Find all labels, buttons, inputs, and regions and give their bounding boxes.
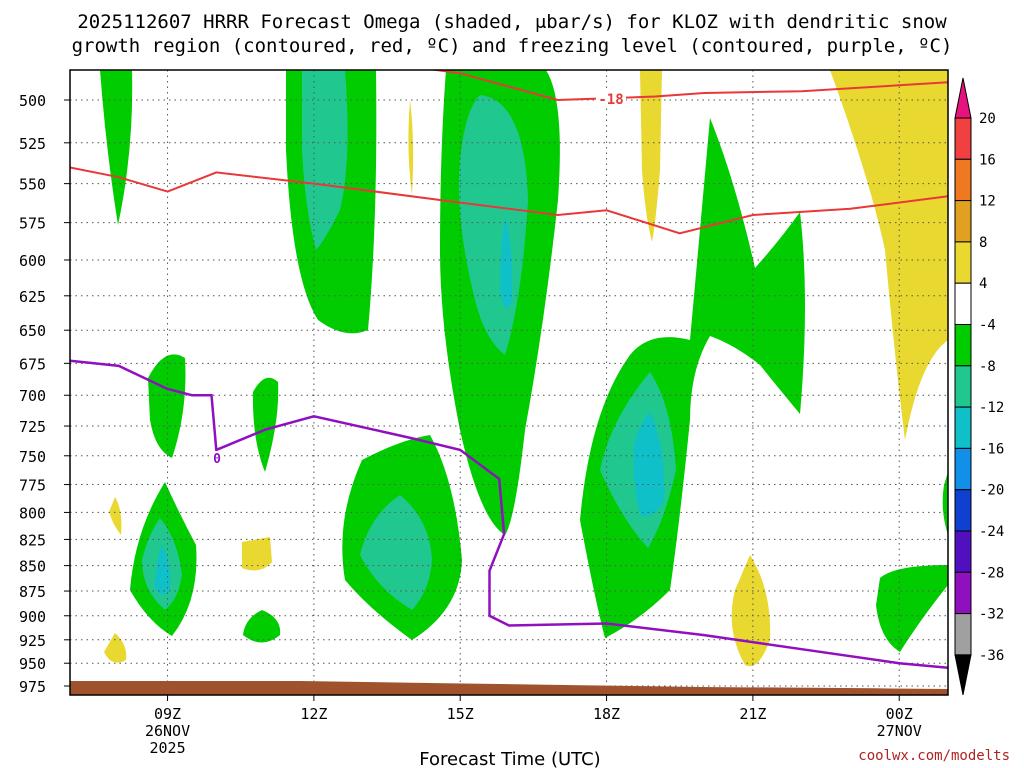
colorbar-swatch [954, 613, 972, 656]
colorbar-label: -36 [979, 648, 1004, 664]
colorbar-swatch [954, 365, 972, 408]
chart-title-line2: growth region (contoured, red, ºC) and f… [72, 35, 953, 57]
y-tick-label: 875 [19, 583, 46, 601]
y-tick-label: 675 [19, 355, 46, 373]
colorbar-swatch [954, 324, 972, 367]
y-tick-label: 850 [19, 558, 46, 576]
omega-negative-region [252, 377, 279, 472]
freezing-contour-label: 0 [213, 452, 221, 467]
y-tick-label: 900 [19, 608, 46, 626]
y-tick-label: 525 [19, 135, 46, 153]
y-axis: 500 525 550 575 600 625 650 675 700 725 750 775 800 8… [19, 92, 70, 696]
omega-positive-region [242, 537, 272, 571]
freezing-label-bg [210, 451, 224, 465]
omega-negative-region [876, 565, 948, 652]
colorbar-label: 12 [979, 194, 996, 210]
omega-negative-region [243, 610, 281, 643]
colorbar-swatch [954, 117, 972, 160]
colorbar-label: 4 [979, 276, 987, 292]
colorbar-swatch [954, 200, 972, 243]
y-tick-label: 775 [19, 477, 46, 495]
y-tick-label: 925 [19, 632, 46, 650]
y-tick-label: 600 [19, 252, 46, 270]
dgz-upper-contour [428, 70, 948, 102]
dgz-lower-contour [70, 166, 948, 235]
y-tick-label: 750 [19, 448, 46, 466]
colorbar-swatch [954, 406, 972, 449]
omega-negative-region [942, 472, 948, 535]
colorbar-label: 20 [979, 111, 996, 127]
y-tick-label: 575 [19, 215, 46, 233]
y-tick-label: 625 [19, 288, 46, 306]
colorbar-swatch [954, 158, 972, 202]
x-tick-label: 18Z [593, 705, 620, 723]
plot-frame [69, 69, 949, 696]
omega-positive-region [640, 70, 662, 242]
x-tick-label: 12Z [300, 705, 327, 723]
omega-positive-region [731, 555, 771, 667]
freezing-level-contour [70, 359, 948, 670]
omega-positive-region [104, 633, 127, 663]
colorbar-swatch [954, 571, 972, 615]
grid [70, 70, 948, 695]
omega-strong-region [360, 495, 432, 610]
colorbar-label: 16 [979, 152, 996, 168]
y-tick-label: 725 [19, 418, 46, 436]
colorbar-swatch [954, 489, 972, 532]
dgz-label-bg [596, 91, 626, 107]
y-tick-label: 800 [19, 504, 46, 522]
chart-title-line1: 2025112607 HRRR Forecast Omega (shaded, … [77, 11, 947, 33]
colorbar-swatch [954, 530, 972, 573]
y-tick-label: 550 [19, 176, 46, 194]
colorbar-label: -24 [979, 524, 1004, 540]
omega-negative-region [100, 70, 133, 225]
omega-core-region [155, 545, 171, 595]
colorbar: 20 16 12 8 4 -4 -8 -12 -16 -20 -24 -28 -32 -36 [954, 77, 1004, 695]
colorbar-label: -4 [979, 318, 996, 334]
y-tick-label: 825 [19, 531, 46, 549]
omega-positive-region [830, 70, 948, 440]
x-tick-label: 21Z [739, 705, 766, 723]
x-tick-date: 26NOV [145, 722, 190, 740]
colorbar-swatch [954, 447, 972, 491]
omega-core-region [500, 215, 513, 308]
colorbar-label: -20 [979, 483, 1004, 499]
dgz-contour-label: -18 [598, 92, 623, 108]
omega-positive-region [109, 497, 122, 535]
colorbar-label: -32 [979, 607, 1004, 623]
colorbar-bottom-arrow [954, 654, 972, 695]
x-tick-label: 09Z [154, 705, 181, 723]
colorbar-swatch [954, 282, 972, 326]
y-tick-label: 650 [19, 322, 46, 340]
y-tick-label: 975 [19, 678, 46, 696]
colorbar-label: -16 [979, 441, 1004, 457]
colorbar-top-arrow [954, 77, 972, 119]
omega-negative-region [148, 354, 186, 458]
omega-positive-region [408, 100, 414, 195]
x-tick-year: 2025 [149, 739, 185, 757]
colorbar-label: 8 [979, 235, 987, 251]
ground-surface [70, 681, 948, 695]
y-tick-label: 700 [19, 387, 46, 405]
colorbar-label: -28 [979, 565, 1004, 581]
credit-text: coolwx.com/modelts [858, 748, 1010, 764]
omega-core-region [633, 412, 665, 516]
omega-shading [100, 70, 948, 667]
x-tick-date: 27NOV [877, 722, 922, 740]
y-tick-label: 950 [19, 655, 46, 673]
x-tick-label: 15Z [447, 705, 474, 723]
x-axis-title: Forecast Time (UTC) [419, 749, 600, 768]
x-tick-label: 00Z [886, 705, 913, 723]
colorbar-label: -8 [979, 359, 996, 375]
colorbar-swatch [954, 241, 972, 284]
y-tick-label: 500 [19, 92, 46, 110]
colorbar-label: -12 [979, 400, 1004, 416]
omega-negative-region [580, 118, 805, 638]
